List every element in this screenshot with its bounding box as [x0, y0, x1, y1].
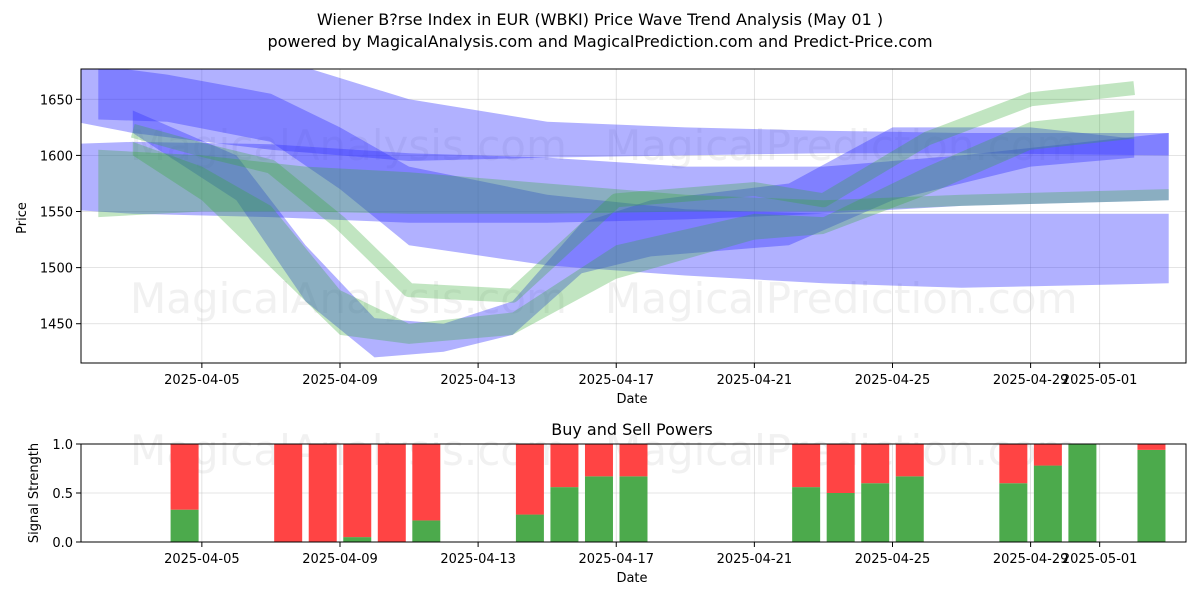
x-tick-label: 2025-04-17: [578, 373, 654, 388]
sell-bar: [619, 444, 648, 477]
sell-bar: [308, 444, 337, 542]
x-tick-label: 2025-04-29: [993, 552, 1069, 567]
main-chart-x-ticks: 2025-04-05 2025-04-09 2025-04-13 2025-04-17…: [164, 363, 1137, 388]
main-chart-subtitle: powered by MagicalAnalysis.com and Magic…: [267, 32, 932, 51]
x-tick-label: 2025-04-25: [855, 373, 931, 388]
buy-bar: [895, 476, 924, 542]
x-tick-label: 2025-04-05: [164, 373, 240, 388]
buy-bar: [861, 483, 890, 542]
sell-bar: [170, 444, 199, 510]
y-tick-label: 1.0: [52, 438, 73, 453]
signal-chart-x-ticks: 2025-04-05 2025-04-09 2025-04-13 2025-04-17…: [164, 542, 1137, 567]
sell-bar: [826, 444, 855, 493]
sell-bar: [515, 444, 544, 515]
sell-bar: [1137, 444, 1166, 450]
buy-bar: [826, 493, 855, 542]
main-chart-x-axis-label: Date: [616, 392, 647, 407]
main-chart-bands: [81, 69, 1169, 358]
sell-bar: [377, 444, 406, 542]
sell-bar: [584, 444, 613, 477]
watermark-text: MagicalAnalysis.com: [130, 121, 567, 170]
y-tick-label: 1650: [40, 93, 73, 108]
x-tick-label: 2025-04-21: [717, 373, 793, 388]
buy-bar: [1033, 465, 1062, 542]
sell-bar: [792, 444, 821, 488]
blue-wave-band: [81, 133, 1169, 223]
y-tick-label: 1550: [40, 206, 73, 221]
x-tick-label: 2025-04-13: [440, 373, 516, 388]
y-tick-label: 0.5: [52, 487, 73, 502]
sell-bar: [550, 444, 579, 488]
main-chart-y-axis-label: Price: [15, 202, 30, 234]
x-tick-label: 2025-04-21: [717, 552, 793, 567]
signal-chart-title: Buy and Sell Powers: [551, 420, 713, 439]
watermark-text: MagicalPrediction.com: [605, 274, 1078, 323]
signal-chart-y-axis-label: Signal Strength: [27, 443, 42, 543]
buy-bar: [999, 483, 1028, 542]
blue-wave-band: [98, 69, 1169, 288]
sell-bar: [999, 444, 1028, 484]
green-wave-band: [98, 149, 1169, 218]
buy-bar: [792, 487, 821, 542]
x-tick-label: 2025-05-01: [1062, 373, 1138, 388]
buy-bar: [515, 514, 544, 542]
x-tick-label: 2025-04-25: [855, 552, 931, 567]
x-tick-label: 2025-05-01: [1062, 552, 1138, 567]
sell-bar: [895, 444, 924, 477]
buy-bar: [343, 537, 372, 542]
green-wave-line: [130, 81, 1135, 303]
main-chart-grid: [81, 69, 1186, 363]
main-chart-title: Wiener B?rse Index in EUR (WBKI) Price W…: [317, 10, 883, 29]
main-chart-frame: [80, 68, 1187, 364]
sell-bar: [343, 444, 372, 538]
y-tick-label: 1450: [40, 318, 73, 333]
sell-bar: [274, 444, 303, 542]
buy-bar: [1068, 444, 1097, 542]
buy-bar: [412, 520, 441, 542]
buy-bar: [584, 476, 613, 542]
signal-chart-y-ticks: 0.0 0.5 1.0: [52, 438, 81, 551]
x-tick-label: 2025-04-05: [164, 552, 240, 567]
x-tick-label: 2025-04-17: [578, 552, 654, 567]
watermark-text: MagicalAnalysis.com: [130, 274, 567, 323]
y-tick-label: 1600: [40, 149, 73, 164]
sell-bar: [1033, 444, 1062, 466]
sell-bar: [861, 444, 890, 484]
y-tick-label: 0.0: [52, 536, 73, 551]
x-tick-label: 2025-04-13: [440, 552, 516, 567]
buy-bar: [619, 476, 648, 542]
signal-chart-x-axis-label: Date: [616, 571, 647, 586]
top-watermarks: MagicalAnalysis.com MagicalPrediction.co…: [130, 121, 1078, 323]
y-tick-label: 1500: [40, 262, 73, 277]
buy-bar: [170, 509, 199, 542]
x-tick-label: 2025-04-09: [302, 373, 378, 388]
buy-bar: [1137, 449, 1166, 542]
main-chart-y-ticks: 1450 1500 1550 1600 1650: [40, 93, 81, 333]
buy-bar: [550, 487, 579, 542]
x-tick-label: 2025-04-09: [302, 552, 378, 567]
watermark-text: MagicalPrediction.com: [605, 121, 1078, 170]
sell-bar: [412, 444, 441, 521]
blue-wave-band: [132, 110, 1135, 358]
x-tick-label: 2025-04-29: [993, 373, 1069, 388]
signal-chart-bars: [170, 444, 1166, 542]
green-wave-band: [132, 110, 1135, 344]
blue-wave-band: [81, 69, 1169, 161]
